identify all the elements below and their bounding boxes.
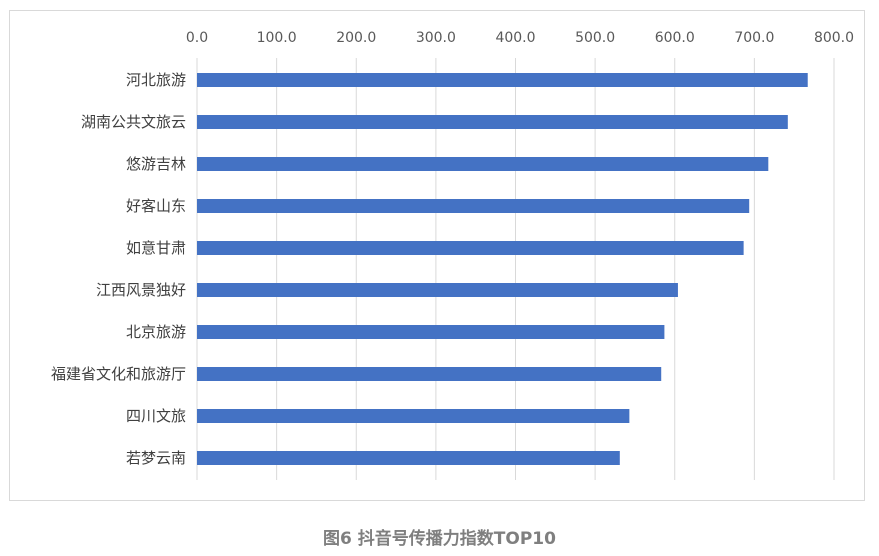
- bar: [197, 325, 665, 339]
- bar: [197, 157, 769, 171]
- x-tick-label: 300.0: [416, 30, 456, 46]
- category-label: 湖南公共文旅云: [81, 113, 186, 131]
- category-label: 四川文旅: [126, 407, 186, 425]
- x-tick-label: 0.0: [186, 30, 208, 46]
- category-label: 若梦云南: [126, 449, 186, 467]
- x-tick-label: 700.0: [734, 30, 774, 46]
- x-tick-label: 400.0: [495, 30, 535, 46]
- bar: [197, 451, 620, 465]
- bar: [197, 73, 808, 87]
- x-tick-label: 100.0: [257, 30, 297, 46]
- category-label: 江西风景独好: [96, 281, 186, 299]
- category-label: 河北旅游: [126, 71, 186, 89]
- x-tick-label: 800.0: [814, 30, 854, 46]
- x-tick-label: 200.0: [336, 30, 376, 46]
- category-label: 福建省文化和旅游厅: [51, 365, 186, 383]
- bar: [197, 199, 750, 213]
- bar: [197, 409, 630, 423]
- x-axis-tick-labels: 0.0 100.0 200.0 300.0 400.0 500.0 600.0 700.0 80…: [186, 30, 854, 46]
- category-label: 如意甘肃: [126, 239, 186, 257]
- bar: [197, 283, 678, 297]
- bars: [197, 73, 808, 465]
- category-labels: 河北旅游湖南公共文旅云悠游吉林好客山东如意甘肃江西风景独好北京旅游福建省文化和旅…: [51, 71, 186, 467]
- category-label: 好客山东: [126, 197, 186, 215]
- x-tick-label: 600.0: [655, 30, 695, 46]
- category-label: 北京旅游: [126, 323, 186, 341]
- x-tick-label: 500.0: [575, 30, 615, 46]
- bar: [197, 115, 788, 129]
- category-label: 悠游吉林: [126, 155, 186, 173]
- bar-chart: 0.0 100.0 200.0 300.0 400.0 500.0 600.0 700.0 80…: [51, 30, 854, 480]
- bar: [197, 241, 744, 255]
- figure-caption: 图6 抖音号传播力指数TOP10: [323, 529, 556, 549]
- bar: [197, 367, 662, 381]
